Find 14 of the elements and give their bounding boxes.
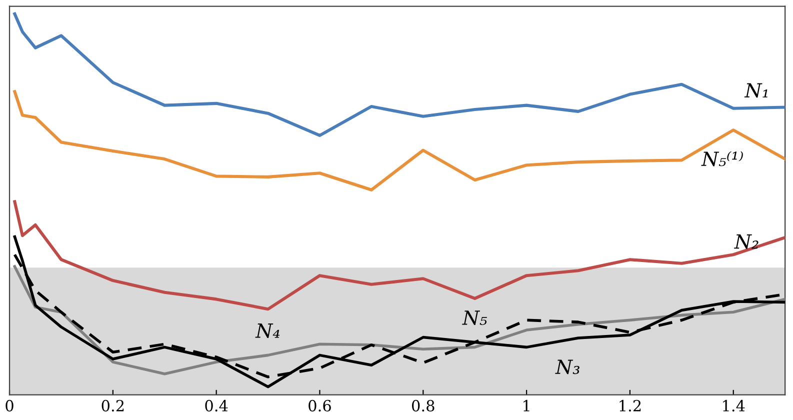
series-label: N₂ <box>734 234 758 249</box>
x-tick-label: 1 <box>524 400 530 412</box>
x-tick-label: 1.2 <box>620 400 641 412</box>
x-tick-label: 0 <box>6 400 14 412</box>
series-label: N₄ <box>255 324 280 338</box>
series-label: N₅⁽¹⁾ <box>701 151 743 166</box>
series-label: N₃ <box>555 360 580 374</box>
x-tick-label: 0.6 <box>308 400 331 412</box>
x-tick-label: 1.4 <box>723 400 745 412</box>
x-tick-label: 0.4 <box>205 400 228 412</box>
series-label: N₁ <box>744 83 768 98</box>
series-label: N₅ <box>462 310 487 326</box>
x-tick-label: 0.2 <box>102 400 124 412</box>
x-tick-label: 0.8 <box>412 400 434 412</box>
